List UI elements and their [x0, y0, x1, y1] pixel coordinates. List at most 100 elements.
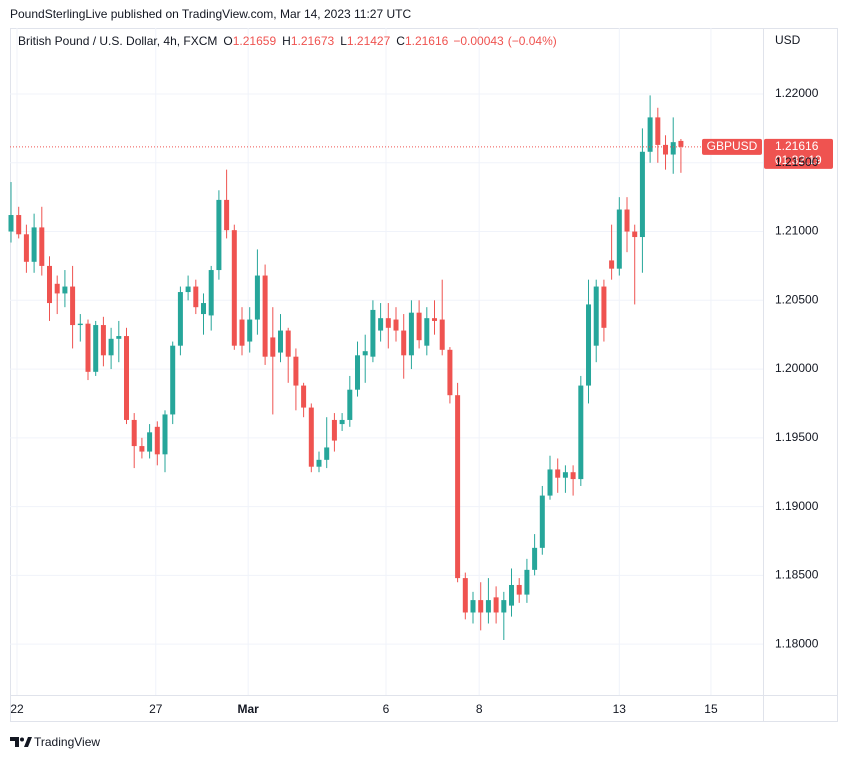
candle-body — [678, 140, 684, 147]
x-tick-label: 8 — [476, 702, 483, 716]
symbol-tag-bg — [702, 138, 762, 155]
candle-body — [147, 432, 153, 452]
candle-body — [378, 318, 384, 331]
candle-body — [93, 325, 99, 372]
candle-body — [455, 395, 461, 579]
candle-body — [624, 209, 630, 232]
y-tick-label: 1.19000 — [775, 499, 819, 513]
countdown: 01:32:19 — [775, 153, 822, 167]
legend-change: −0.00043 — [453, 34, 504, 48]
x-tick-label: 22 — [10, 702, 24, 716]
candles — [8, 95, 684, 640]
candle-body — [301, 385, 307, 408]
tradingview-logo: TradingView — [10, 735, 100, 749]
candle-body — [247, 319, 253, 342]
y-tick-label: 1.19500 — [775, 430, 819, 444]
candle-body — [439, 319, 445, 350]
candle-body — [655, 117, 661, 145]
candle-body — [47, 265, 53, 304]
candle-body — [308, 407, 314, 467]
legend-symbol: British Pound / U.S. Dollar, 4h, FXCM — [18, 34, 217, 48]
candle-body — [470, 600, 476, 613]
candle-body — [100, 325, 106, 356]
candle-body — [77, 323, 83, 326]
candle-body — [547, 469, 553, 496]
candle-body — [416, 312, 422, 341]
x-tick-label: Mar — [237, 702, 259, 716]
y-tick-label: 1.21000 — [775, 224, 819, 238]
y-tick-label: 1.21500 — [775, 155, 819, 169]
candle-body — [532, 547, 538, 570]
legend-l-label: L — [340, 34, 347, 48]
candle-body — [131, 419, 137, 447]
legend-c-label: C — [396, 34, 405, 48]
logo-mark — [24, 737, 32, 747]
ohlc-legend: British Pound / U.S. Dollar, 4h, FXCM O1.… — [18, 34, 557, 48]
candle-body — [616, 209, 622, 269]
candle-body — [177, 292, 183, 346]
legend-h-value: 1.21673 — [291, 34, 335, 48]
publish-header: PoundSterlingLive published on TradingVi… — [10, 7, 411, 21]
candle-body — [254, 275, 260, 320]
candle-body — [23, 234, 29, 262]
legend-o-label: O — [223, 34, 232, 48]
candle-body — [31, 227, 37, 262]
candle-body — [670, 142, 676, 155]
candle-body — [331, 419, 337, 441]
y-tick-label: 1.18000 — [775, 636, 819, 650]
candle-body — [139, 446, 145, 452]
x-tick-label: 13 — [613, 702, 627, 716]
x-tick-label: 6 — [383, 702, 390, 716]
candle-body — [116, 336, 122, 339]
candle-body — [586, 304, 592, 386]
candle-body — [639, 151, 645, 238]
candle-body — [493, 597, 499, 613]
candle-body — [262, 275, 268, 357]
candle-body — [62, 286, 68, 294]
candle-body — [239, 319, 245, 346]
candle-body — [355, 355, 361, 390]
candle-body — [578, 385, 584, 480]
logo-mark — [10, 737, 19, 747]
candle-body — [632, 231, 638, 238]
candle-body — [85, 323, 91, 372]
y-axis-label: USD — [775, 33, 801, 47]
candle-body — [509, 584, 515, 606]
candle-body — [54, 283, 60, 294]
candle-body — [8, 215, 14, 232]
candle-body — [185, 286, 191, 293]
x-tick-label: 15 — [704, 702, 718, 716]
candle-body — [39, 227, 45, 266]
price-tag: 1.21616 — [775, 139, 819, 153]
candle-body — [478, 600, 484, 613]
candle-body — [408, 312, 414, 356]
candle-body — [208, 270, 214, 316]
candle-body — [663, 144, 669, 155]
legend-o-value: 1.21659 — [233, 34, 277, 48]
candle-body — [339, 419, 345, 425]
candle-body — [370, 309, 376, 357]
candle-body — [516, 584, 522, 595]
y-tick-label: 1.20000 — [775, 361, 819, 375]
candle-body — [609, 260, 615, 269]
candle-body — [201, 303, 207, 315]
candle-body — [424, 318, 430, 346]
candle-body — [316, 459, 322, 467]
candle-body — [539, 495, 545, 548]
footer-brand: TradingView — [34, 735, 100, 749]
candle-body — [485, 600, 491, 613]
candle-body — [285, 330, 291, 357]
candle-body — [447, 349, 453, 396]
candle-body — [555, 469, 561, 478]
candle-body — [647, 117, 653, 152]
candle-body — [347, 389, 353, 420]
candle-body — [462, 578, 468, 613]
candle-body — [193, 286, 199, 308]
candle-body — [393, 319, 399, 331]
legend-change-pct: (−0.04%) — [508, 34, 557, 48]
candle-body — [601, 286, 607, 328]
candle-body — [432, 318, 438, 321]
candle-body — [162, 414, 168, 455]
